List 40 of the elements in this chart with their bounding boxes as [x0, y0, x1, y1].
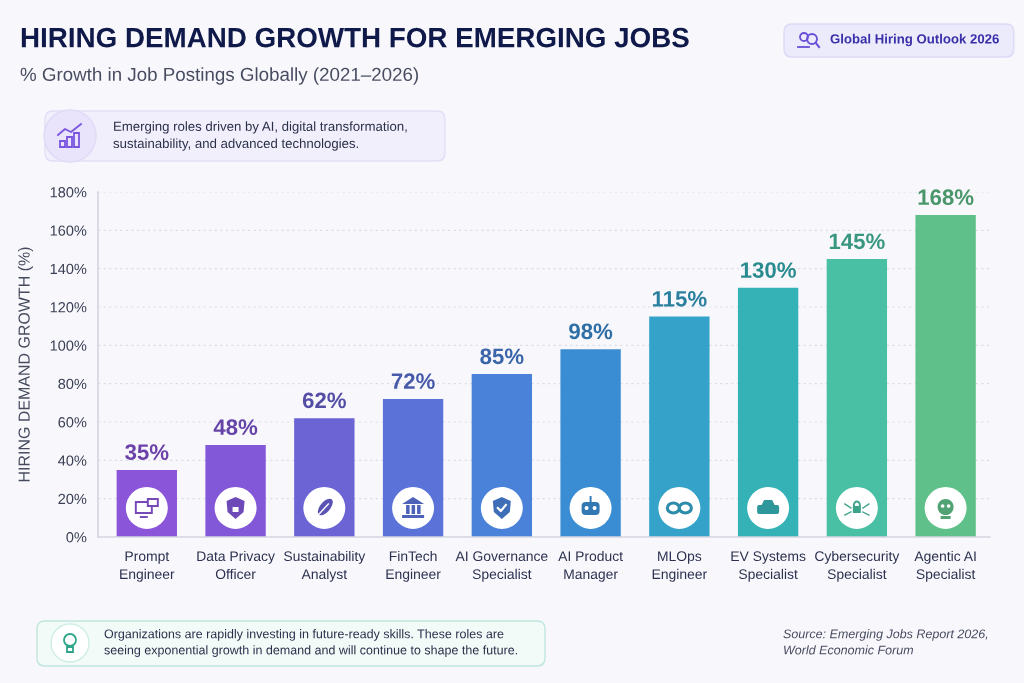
- x-tick-label: FinTech Engineer: [386, 550, 441, 582]
- x-tick-label: AI Governance Specialist: [455, 551, 548, 582]
- x-tick-label: Prompt Engineer: [120, 551, 175, 582]
- data-label: 115%: [652, 290, 707, 307]
- bar: [915, 215, 976, 537]
- text: Global Hiring Outlook 2026: [830, 33, 999, 47]
- data-label: 35%: [125, 444, 169, 460]
- bar: [737, 287, 799, 537]
- data-label: 130%: [741, 262, 796, 278]
- y-tick-label: 20%: [58, 493, 87, 505]
- data-label: 98%: [569, 323, 613, 340]
- data-label: 145%: [829, 233, 885, 250]
- y-tick-label: 140%: [50, 263, 87, 275]
- x-tick-label: MLOps Engineer: [652, 551, 707, 582]
- data-label: 72%: [391, 373, 435, 390]
- data-label: 85%: [480, 348, 524, 365]
- x-tick-label: Cybersecurity Specialist: [815, 550, 900, 582]
- y-tick-label: 60%: [58, 417, 87, 428]
- source-note: Source: Emerging Jobs Report 2026, World Economic Forum: [783, 629, 988, 655]
- x-tick-label: EV Systems Specialist: [731, 551, 806, 582]
- bar: [826, 259, 888, 537]
- y-tick-label: 180%: [50, 187, 87, 198]
- y-tick-label: 100%: [50, 340, 87, 351]
- chart-subtitle: % Growth in Job Postings Globally (2021–2026): [20, 67, 419, 85]
- y-tick-label: 40%: [58, 455, 87, 466]
- chart-title: HIRING DEMAND GROWTH FOR EMERGING JOBS: [21, 27, 689, 48]
- y-tick-label: 160%: [50, 225, 87, 236]
- x-tick-label: Agentic AI Specialist: [914, 550, 976, 582]
- text: Organizations are rapidly investing in future-ready skills. These roles are seeing exponential growth in demand and will continue to shape the future.: [104, 629, 518, 657]
- data-label: 48%: [213, 419, 258, 436]
- text: Emerging roles driven by AI, digital transformation, sustainability, and advanced technologies.: [113, 121, 407, 151]
- y-tick-label: 120%: [50, 302, 87, 313]
- x-tick-label: Sustainability Analyst: [284, 550, 366, 582]
- data-label: 62%: [302, 392, 346, 409]
- x-tick-label: AI Product Manager: [558, 550, 623, 582]
- y-tick-label: 80%: [58, 378, 87, 390]
- y-tick-label: 0%: [66, 532, 87, 543]
- y-axis-title: HIRING DEMAND GROWTH (%): [18, 247, 33, 482]
- x-tick-label: Data Privacy Officer: [197, 550, 275, 580]
- data-label: 168%: [918, 189, 974, 206]
